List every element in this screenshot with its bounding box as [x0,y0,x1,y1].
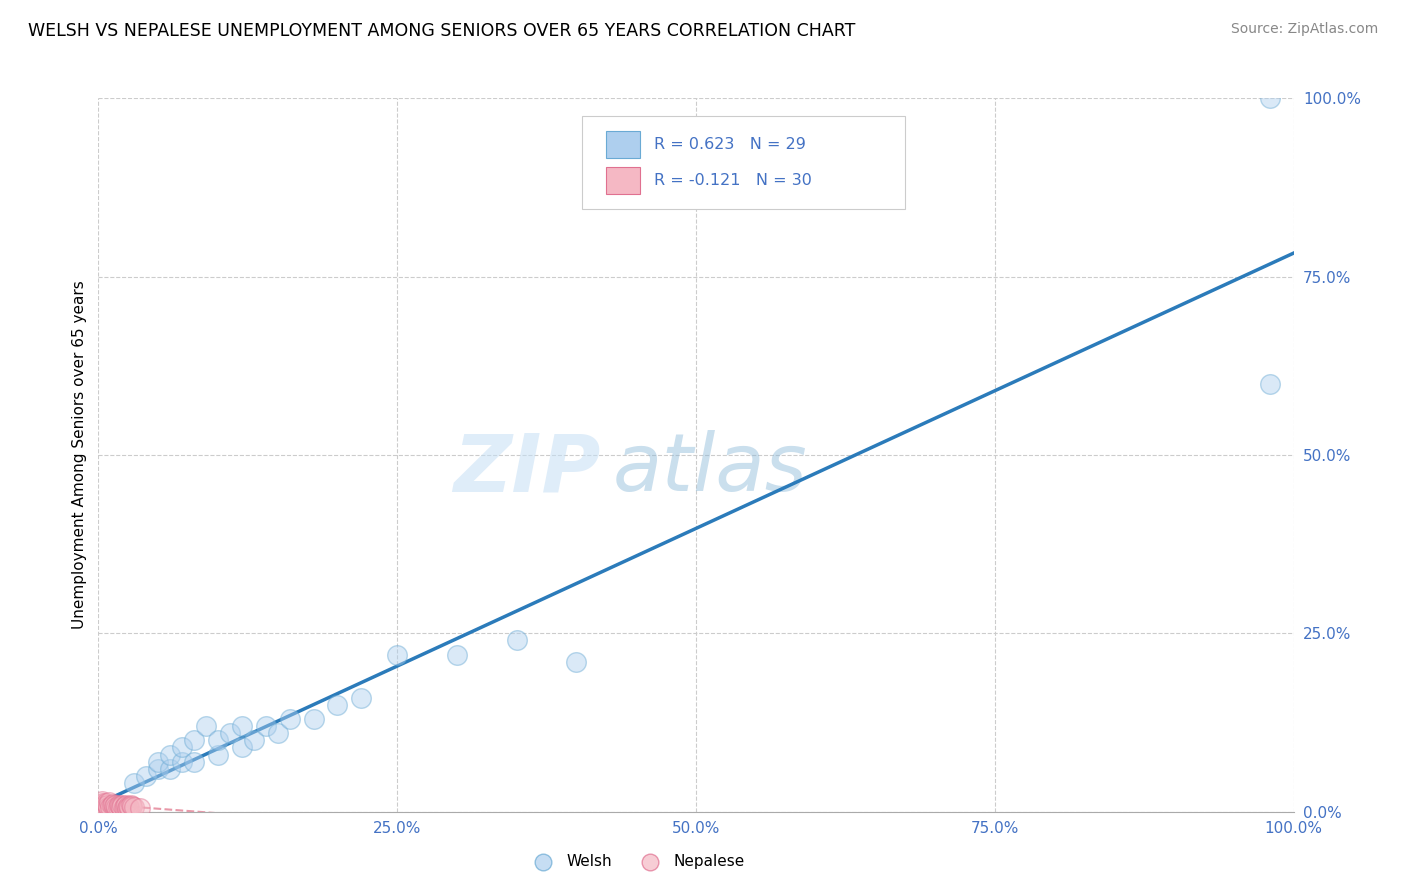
Point [91,796,114,810]
Point [207,747,229,762]
Point [385,648,409,662]
Y-axis label: Unemployment Among Seniors over 65 years: Unemployment Among Seniors over 65 years [72,281,87,629]
Point [89,801,111,815]
Point [183,733,205,747]
Point [96,798,118,813]
Point [121,799,143,814]
Point [105,799,128,814]
Text: WELSH VS NEPALESE UNEMPLOYMENT AMONG SENIORS OVER 65 YEARS CORRELATION CHART: WELSH VS NEPALESE UNEMPLOYMENT AMONG SEN… [28,22,855,40]
Point [267,726,290,740]
Point [103,799,125,814]
Point [148,755,170,769]
Text: Source: ZipAtlas.com: Source: ZipAtlas.com [1230,22,1378,37]
Point [194,719,217,733]
Point [112,800,135,814]
Point [97,800,120,814]
FancyBboxPatch shape [582,116,905,209]
Point [1258,376,1281,391]
Point [172,740,194,755]
Text: R = 0.623   N = 29: R = 0.623 N = 29 [654,137,806,152]
Point [350,690,373,705]
Point [148,762,170,776]
Point [183,755,205,769]
Point [254,719,277,733]
Text: R = -0.121   N = 30: R = -0.121 N = 30 [654,173,813,187]
Point [100,798,122,813]
Point [219,726,242,740]
Point [91,794,114,808]
Point [101,797,124,811]
Point [124,800,146,814]
Point [90,797,112,812]
Point [94,796,117,810]
Point [108,799,131,814]
Point [278,712,301,726]
Point [565,655,588,669]
Point [506,633,529,648]
Point [118,799,141,814]
Point [129,801,152,815]
Point [231,719,253,733]
Point [115,801,138,815]
Point [302,712,325,726]
Point [107,800,129,814]
Point [93,799,115,814]
Point [1258,91,1281,105]
Point [243,733,266,747]
Point [159,762,181,776]
Text: ZIP: ZIP [453,430,600,508]
Point [120,798,142,813]
Point [207,733,229,747]
Point [124,776,146,790]
Point [104,797,127,812]
Legend: Welsh, Nepalese: Welsh, Nepalese [522,848,751,875]
Text: atlas: atlas [612,430,807,508]
Point [446,648,468,662]
Point [111,798,134,813]
Point [135,769,157,783]
Point [326,698,349,712]
Bar [606,167,640,194]
Point [115,797,138,812]
Point [117,799,139,814]
Point [172,755,194,769]
Point [231,740,253,755]
Point [159,747,181,762]
Point [110,799,132,814]
Point [98,799,122,814]
Point [107,797,129,812]
Point [98,795,121,809]
Bar [606,131,640,158]
Point [114,799,136,814]
